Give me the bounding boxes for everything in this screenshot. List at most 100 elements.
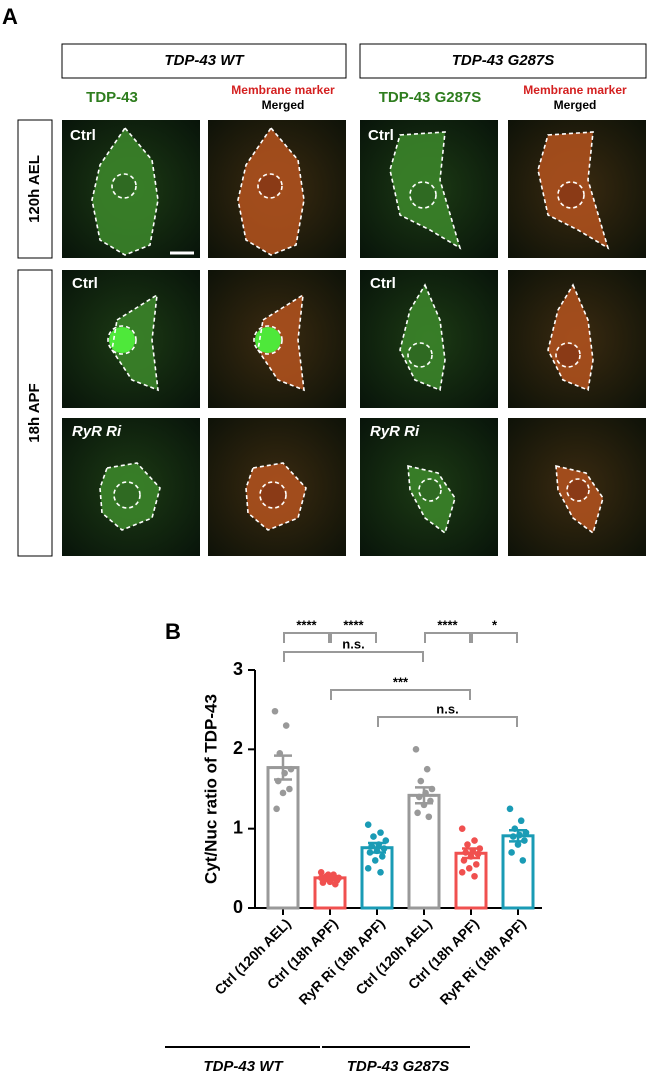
significance-label: ***	[393, 674, 409, 689]
nucleus	[559, 183, 583, 207]
data-point	[377, 829, 384, 836]
image-label: RyR Ri	[72, 423, 122, 440]
nucleus	[411, 183, 435, 207]
panel-label: A	[2, 4, 18, 29]
micrograph: Ctrl	[62, 270, 200, 408]
cell-outline	[91, 126, 159, 256]
panel-a: A TDP-43 WT TDP-43 G287S TDP-43 Membrane mar…	[2, 4, 647, 557]
data-point	[331, 880, 339, 888]
micrograph	[208, 418, 346, 556]
nucleus	[259, 175, 281, 197]
data-point	[273, 805, 280, 813]
cell-outline	[237, 126, 305, 256]
group-label: TDP-43 G287S	[347, 1058, 450, 1075]
significance-label: ****	[343, 617, 364, 632]
data-point	[279, 789, 287, 797]
data-point	[472, 861, 480, 868]
cell-outline	[399, 283, 446, 392]
micrograph	[508, 120, 646, 258]
data-point	[364, 821, 372, 828]
image-label: Ctrl	[368, 127, 394, 144]
channel-label: TDP-43	[86, 89, 138, 106]
data-point	[377, 869, 384, 876]
group-label: TDP-43 WT	[164, 52, 245, 69]
nucleus	[568, 480, 588, 500]
image-label: RyR Ri	[370, 423, 420, 440]
significance-label: n.s.	[342, 636, 364, 651]
nucleus-outline	[418, 478, 442, 502]
cell-outline	[111, 293, 159, 392]
nucleus	[255, 327, 281, 353]
data-point	[465, 865, 473, 872]
data-point	[282, 722, 290, 729]
data-point	[423, 765, 431, 773]
y-tick-label: 1	[233, 817, 243, 837]
micrograph	[508, 418, 646, 556]
row-label: 18h APF	[26, 383, 43, 442]
data-point	[458, 869, 466, 876]
group-label: TDP-43 G287S	[452, 52, 555, 69]
error-bar	[412, 786, 436, 805]
channel-label: Merged	[262, 98, 305, 112]
nucleus-outline	[257, 173, 283, 199]
error-bar	[318, 875, 342, 881]
data-point	[506, 805, 514, 813]
cell-outline	[555, 464, 604, 535]
channel-label: TDP-43 G287S	[379, 89, 482, 106]
data-point	[519, 857, 527, 864]
significance-bracket	[330, 689, 471, 700]
image-label: Ctrl	[370, 275, 396, 292]
cell-outline	[407, 464, 456, 535]
micrograph	[208, 270, 346, 408]
cell-outline	[99, 462, 161, 531]
micrograph: RyR Ri	[360, 418, 498, 556]
data-point	[417, 777, 425, 785]
error-bar	[365, 841, 389, 854]
bar	[266, 766, 300, 910]
group-box	[61, 43, 347, 79]
row-label: 120h AEL	[26, 155, 43, 223]
cell-outline	[547, 283, 594, 392]
significance-bracket	[424, 632, 471, 643]
y-axis-label: Cyt/Nuc ratio of TDP-43	[201, 694, 220, 884]
nucleus-outline	[253, 325, 283, 355]
nucleus	[420, 480, 440, 500]
group-box	[359, 43, 647, 79]
nucleus-outline	[557, 181, 585, 209]
data-point	[425, 813, 433, 821]
nucleus	[409, 344, 431, 366]
data-point	[508, 849, 515, 856]
significance-bracket	[377, 716, 518, 727]
bar	[454, 851, 488, 910]
nucleus-outline	[107, 325, 137, 355]
data-point	[378, 853, 386, 860]
micrograph: Ctrl	[62, 120, 200, 258]
nucleus-outline	[113, 481, 141, 509]
panel-label: B	[165, 619, 181, 644]
data-point	[317, 869, 325, 876]
x-tick-label: RyR Ri (18h APF)	[436, 915, 528, 1007]
nucleus	[115, 483, 139, 507]
significance-label: ****	[437, 617, 458, 632]
nucleus-outline	[409, 181, 437, 209]
error-bar	[506, 829, 530, 843]
nucleus-outline	[555, 342, 581, 368]
y-tick-label: 0	[233, 897, 243, 917]
data-point	[286, 785, 293, 793]
micrograph	[508, 270, 646, 408]
y-tick-label: 3	[233, 659, 243, 679]
significance-bracket	[330, 632, 377, 643]
image-label: Ctrl	[70, 127, 96, 144]
group-label: TDP-43 WT	[203, 1058, 284, 1075]
cell-outline	[257, 293, 305, 392]
nucleus	[109, 327, 135, 353]
nucleus	[557, 344, 579, 366]
significance-bracket	[283, 651, 424, 662]
nucleus-outline	[259, 481, 287, 509]
data-point	[514, 841, 522, 848]
data-point	[471, 872, 478, 880]
error-bar	[459, 847, 483, 860]
nucleus	[113, 175, 135, 197]
data-point	[458, 825, 466, 832]
